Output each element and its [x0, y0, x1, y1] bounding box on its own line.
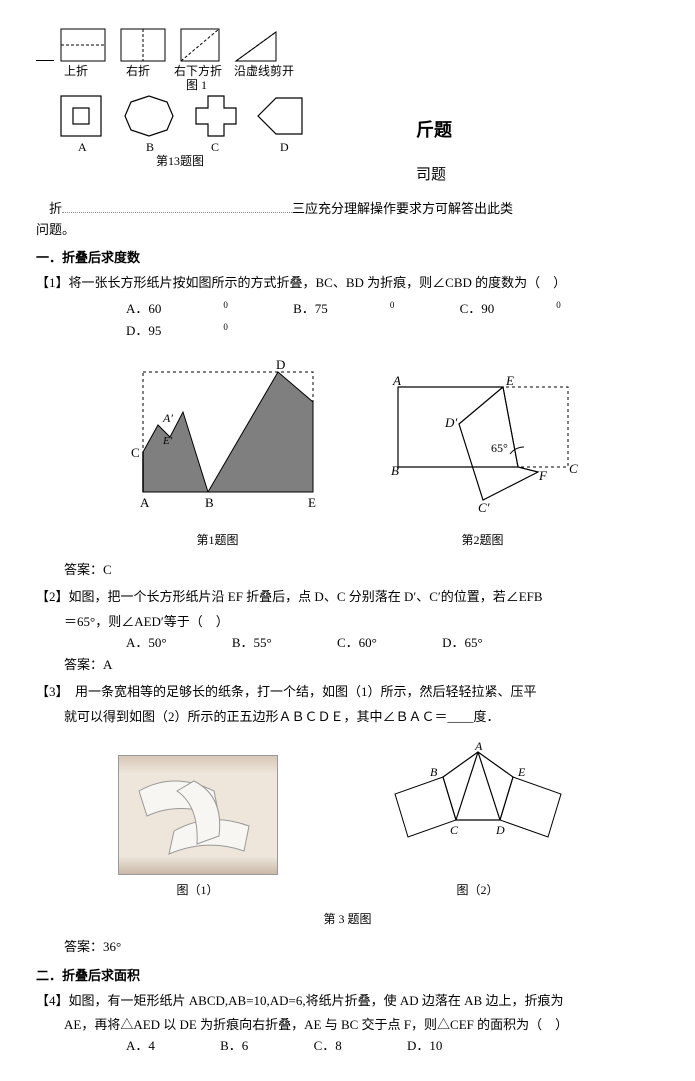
fig-1-block: A B E C D A′ E′ 第1题图 — [113, 352, 323, 550]
problem-2: 【2】如图，把一个长方形纸片沿 EF 折叠后，点 D、C 分别落在 D′、C′的… — [36, 587, 659, 608]
fold-label-4: 沿虚线剪开 — [234, 62, 294, 81]
fold-label-1: 上折 — [64, 62, 88, 81]
problem-3-answer: 答案：36° — [64, 937, 659, 958]
fold-label-2: 右折 — [126, 62, 150, 81]
svg-text:C′: C′ — [478, 500, 490, 515]
fig-3-2-block: A B E C D 图（2） — [378, 742, 578, 900]
svg-text:65°: 65° — [491, 441, 508, 455]
svg-text:A: A — [392, 373, 401, 388]
knot-image — [118, 755, 278, 875]
problem-2-options: A．50° B．55° C．60° D．65° — [126, 633, 659, 654]
p1-opt-b: B．750 — [293, 298, 394, 320]
problem-1: 【1】将一张长方形纸片按如图所示的方式折叠，BC、BD 为折痕，则∠CBD 的度… — [36, 273, 659, 294]
p2-opt-a: A．50° — [126, 633, 167, 654]
problem-3: 【3】 用一条宽相等的足够长的纸条，打一个结，如图（1）所示，然后轻轻拉紧、压平 — [36, 682, 659, 703]
shape-a: A — [78, 138, 87, 157]
fig-1-svg: A B E C D A′ E′ — [113, 352, 323, 522]
problem-2-answer: 答案：A — [64, 655, 659, 676]
fig-3-2-caption: 图（2） — [378, 881, 578, 900]
top-figure-block: 上折 右折 右下方折 沿虚线剪开 图 1 A B C D 第13题图 — [36, 24, 659, 174]
shape-c: C — [211, 138, 219, 157]
svg-text:D′: D′ — [444, 415, 457, 430]
problem-4-text: 如图，有一矩形纸片 ABCD,AB=10,AD=6,将纸片折叠，使 AD 边落在… — [69, 993, 564, 1008]
svg-text:A′: A′ — [162, 411, 173, 425]
fig-3-1-block: 图（1） — [118, 755, 278, 900]
problem-1-answer: 答案：C — [64, 560, 659, 581]
fig-2-block: A E B C D′ C′ F 65° 第2题图 — [383, 372, 583, 550]
svg-text:B: B — [391, 463, 399, 478]
blank-underline-icon — [62, 212, 292, 213]
fig-3-row-caption: 第 3 题图 — [36, 910, 659, 929]
underline-left — [36, 34, 54, 61]
problem-4-tag: 【4】 — [36, 993, 69, 1008]
intro-prefix: 折 — [49, 201, 62, 216]
problem-3-figures: 图（1） A B E C D 图（2） — [36, 742, 659, 900]
problem-2-text2: ＝65°，则∠AED′等于（ ） — [36, 612, 659, 633]
row2-caption: 第13题图 — [156, 152, 204, 171]
svg-text:D: D — [495, 823, 505, 837]
problem-4-text2: AE，再将△AED 以 DE 为折痕向右折叠，AE 与 BC 交于点 F，则△C… — [36, 1015, 659, 1036]
svg-text:B: B — [430, 765, 438, 779]
intro-line2: 问题。 — [36, 220, 659, 241]
problem-2-text: 如图，把一个长方形纸片沿 EF 折叠后，点 D、C 分别落在 D′、C′的位置，… — [69, 589, 543, 604]
p1-opt-a: A．600 — [126, 298, 228, 320]
row1-caption: 图 1 — [186, 76, 207, 95]
p2-opt-c: C．60° — [337, 633, 377, 654]
shape-b: B — [146, 138, 154, 157]
problem-3-tag: 【3】 — [36, 684, 62, 699]
problem-4: 【4】如图，有一矩形纸片 ABCD,AB=10,AD=6,将纸片折叠，使 AD … — [36, 991, 659, 1012]
svg-text:E: E — [517, 765, 526, 779]
problem-1-options: A．600 B．750 C．900 D．950 — [126, 298, 659, 342]
svg-text:A: A — [474, 742, 483, 753]
problem-2-tag: 【2】 — [36, 589, 69, 604]
p2-opt-d: D．65° — [442, 633, 483, 654]
problem-4-options: A．4 B．6 C．8 D．10 — [126, 1036, 659, 1057]
p4-opt-d: D．10 — [407, 1036, 442, 1057]
p4-opt-a: A．4 — [126, 1036, 155, 1057]
svg-text:C: C — [450, 823, 459, 837]
intro-line: 折 三应充分理解操作要求方可解答出此类 — [36, 199, 659, 220]
p1-opt-d: D．950 — [126, 320, 228, 342]
problem-1-figures: A B E C D A′ E′ 第1题图 A E B C D′ C′ F 65° — [36, 352, 659, 550]
fig-2-caption: 第2题图 — [383, 531, 583, 550]
problem-3-text: 用一条宽相等的足够长的纸条，打一个结，如图（1）所示，然后轻轻拉紧、压平 — [62, 684, 537, 699]
problem-1-tag: 【1】 — [36, 275, 69, 290]
svg-text:F: F — [538, 468, 548, 483]
svg-text:C: C — [131, 445, 140, 460]
svg-text:E′: E′ — [162, 435, 173, 447]
p4-opt-b: B．6 — [220, 1036, 248, 1057]
svg-text:A: A — [140, 495, 150, 510]
svg-text:B: B — [205, 495, 214, 510]
svg-text:E: E — [308, 495, 316, 510]
fig-3-1-caption: 图（1） — [118, 881, 278, 900]
shape-d: D — [280, 138, 289, 157]
knot-svg — [119, 756, 279, 876]
fig-2-svg: A E B C D′ C′ F 65° — [383, 372, 583, 522]
section-2-title: 二．折叠后求面积 — [36, 966, 659, 987]
p2-opt-b: B．55° — [232, 633, 272, 654]
problem-3-text2: 就可以得到如图（2）所示的正五边形ＡＢＣＤＥ，其中∠ＢＡＣ＝____度． — [36, 707, 659, 728]
svg-text:C: C — [569, 461, 578, 476]
section-1-title: 一．折叠后求度数 — [36, 248, 659, 269]
svg-text:E: E — [505, 373, 514, 388]
pentagon-svg: A B E C D — [378, 742, 578, 872]
svg-text:D: D — [276, 357, 285, 372]
p1-opt-c: C．900 — [460, 298, 561, 320]
fig-1-caption: 第1题图 — [113, 531, 323, 550]
p4-opt-c: C．8 — [314, 1036, 342, 1057]
problem-1-text: 将一张长方形纸片按如图所示的方式折叠，BC、BD 为折痕，则∠CBD 的度数为（… — [69, 275, 567, 290]
intro-suffix: 三应充分理解操作要求方可解答出此类 — [292, 201, 513, 216]
